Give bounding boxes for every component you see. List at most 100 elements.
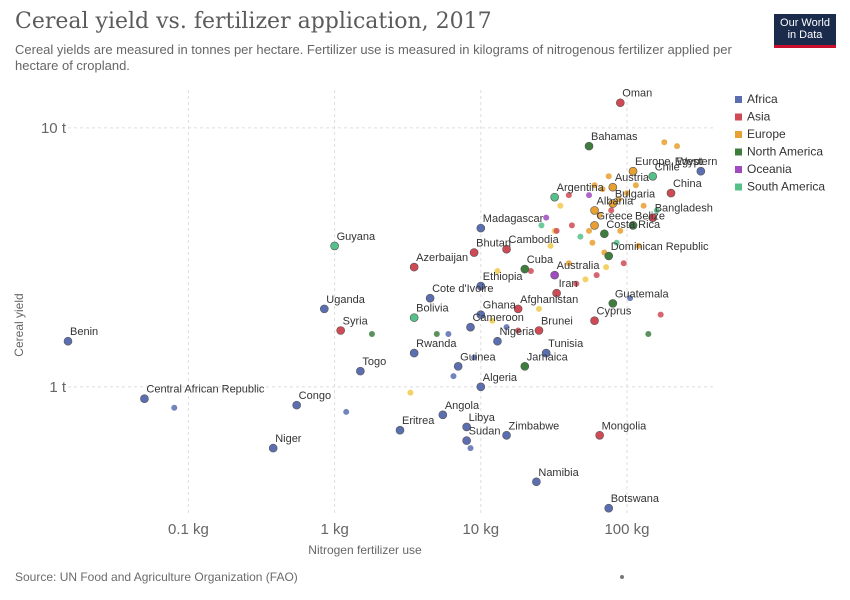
labeled-data-point[interactable]: [292, 400, 301, 410]
data-point[interactable]: [635, 242, 642, 249]
labeled-data-point[interactable]: [608, 182, 618, 192]
labeled-data-point[interactable]: [520, 264, 530, 274]
labeled-data-point[interactable]: [590, 206, 599, 215]
data-point[interactable]: [617, 227, 624, 234]
labeled-data-point[interactable]: [520, 362, 530, 371]
data-point[interactable]: [632, 182, 639, 189]
labeled-data-point[interactable]: [469, 248, 479, 257]
data-point[interactable]: [543, 214, 550, 221]
data-point[interactable]: [489, 317, 496, 324]
owid-logo[interactable]: Our World in Data: [774, 14, 836, 48]
data-point[interactable]: [171, 404, 178, 411]
legend-item[interactable]: South America: [735, 180, 825, 194]
labeled-data-point[interactable]: [395, 425, 405, 435]
labeled-data-point[interactable]: [584, 141, 594, 151]
legend-item[interactable]: Asia: [735, 110, 771, 124]
labeled-data-point[interactable]: [476, 310, 486, 319]
data-point[interactable]: [515, 327, 522, 334]
data-point[interactable]: [577, 233, 584, 240]
data-point[interactable]: [645, 330, 652, 337]
labeled-data-point[interactable]: [425, 293, 435, 303]
data-point[interactable]: [591, 182, 598, 189]
data-point[interactable]: [586, 227, 593, 234]
labeled-data-point[interactable]: [628, 221, 638, 230]
data-point[interactable]: [615, 196, 622, 203]
labeled-data-point[interactable]: [590, 316, 599, 326]
labeled-data-point[interactable]: [648, 213, 658, 222]
labeled-data-point[interactable]: [648, 171, 658, 181]
data-point[interactable]: [640, 202, 647, 209]
data-point[interactable]: [565, 260, 572, 267]
labeled-data-point[interactable]: [330, 241, 339, 251]
labeled-data-point[interactable]: [616, 98, 625, 108]
labeled-data-point[interactable]: [502, 244, 511, 254]
data-point[interactable]: [589, 239, 596, 246]
labeled-data-point[interactable]: [453, 362, 463, 371]
data-point[interactable]: [471, 354, 478, 361]
data-point[interactable]: [547, 242, 554, 249]
data-point[interactable]: [605, 173, 612, 180]
data-point[interactable]: [343, 408, 350, 415]
labeled-data-point[interactable]: [336, 326, 345, 335]
labeled-data-point[interactable]: [409, 262, 419, 272]
data-point[interactable]: [608, 207, 615, 214]
labeled-data-point[interactable]: [541, 348, 551, 358]
data-point[interactable]: [538, 222, 545, 229]
data-point[interactable]: [368, 330, 375, 337]
legend-item[interactable]: North America: [735, 145, 823, 159]
labeled-data-point[interactable]: [462, 422, 471, 432]
data-point[interactable]: [527, 268, 534, 275]
data-point[interactable]: [450, 373, 457, 380]
labeled-data-point[interactable]: [608, 299, 618, 308]
labeled-data-point[interactable]: [140, 394, 149, 403]
data-point[interactable]: [467, 445, 474, 452]
labeled-data-point[interactable]: [493, 336, 502, 346]
data-point[interactable]: [623, 190, 630, 197]
data-point[interactable]: [593, 272, 600, 279]
labeled-data-point[interactable]: [268, 443, 278, 453]
labeled-data-point[interactable]: [590, 221, 599, 230]
data-point[interactable]: [553, 227, 560, 234]
data-point[interactable]: [603, 264, 610, 271]
labeled-data-point[interactable]: [438, 410, 448, 420]
labeled-data-point[interactable]: [604, 503, 614, 513]
data-point[interactable]: [573, 280, 580, 287]
labeled-data-point[interactable]: [552, 288, 561, 298]
labeled-data-point[interactable]: [595, 430, 604, 440]
labeled-data-point[interactable]: [466, 322, 475, 332]
data-point[interactable]: [661, 139, 668, 146]
labeled-data-point[interactable]: [462, 436, 471, 445]
labeled-data-point[interactable]: [666, 188, 676, 198]
labeled-data-point[interactable]: [696, 166, 706, 176]
data-point[interactable]: [503, 324, 510, 331]
labeled-data-point[interactable]: [409, 313, 419, 322]
data-point[interactable]: [627, 295, 634, 302]
data-point[interactable]: [433, 330, 440, 337]
data-point[interactable]: [657, 311, 664, 318]
labeled-data-point[interactable]: [550, 270, 559, 280]
data-point[interactable]: [565, 192, 572, 199]
labeled-data-point[interactable]: [608, 199, 618, 208]
legend-item[interactable]: Europe: [735, 127, 786, 141]
labeled-data-point[interactable]: [534, 326, 544, 335]
labeled-data-point[interactable]: [476, 223, 486, 233]
labeled-data-point[interactable]: [532, 477, 541, 487]
labeled-data-point[interactable]: [409, 348, 419, 358]
labeled-data-point[interactable]: [600, 229, 609, 239]
data-point[interactable]: [445, 330, 452, 337]
data-point[interactable]: [653, 207, 660, 214]
data-point[interactable]: [599, 186, 606, 193]
data-point[interactable]: [596, 212, 603, 219]
data-point[interactable]: [586, 192, 593, 199]
data-point[interactable]: [620, 260, 627, 267]
labeled-data-point[interactable]: [628, 166, 638, 176]
data-point[interactable]: [568, 222, 575, 229]
labeled-data-point[interactable]: [604, 251, 614, 261]
labeled-data-point[interactable]: [513, 304, 523, 314]
data-point[interactable]: [407, 389, 414, 396]
labeled-data-point[interactable]: [476, 382, 486, 392]
data-point[interactable]: [494, 268, 501, 275]
labeled-data-point[interactable]: [320, 304, 329, 314]
labeled-data-point[interactable]: [550, 192, 559, 202]
data-point[interactable]: [582, 276, 589, 283]
